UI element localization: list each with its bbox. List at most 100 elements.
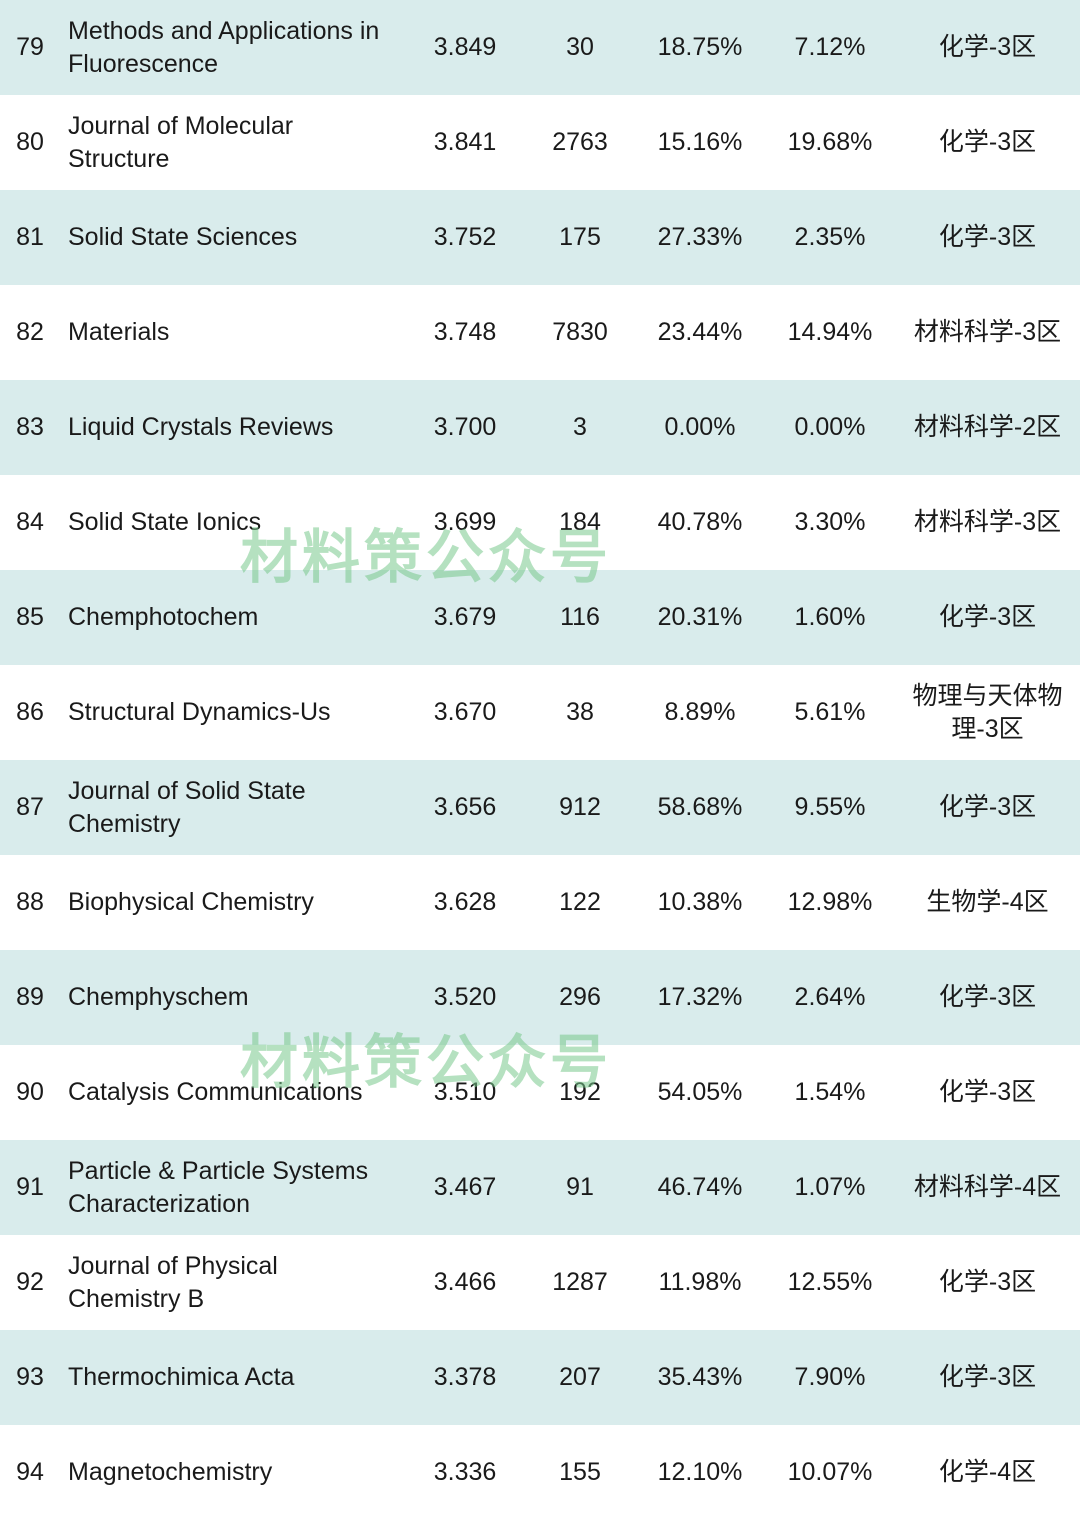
cell-rank: 84 — [0, 498, 60, 547]
cell-val1: 3.849 — [405, 23, 525, 72]
cell-val2: 1287 — [525, 1258, 635, 1307]
cell-val2: 192 — [525, 1068, 635, 1117]
cell-name: Solid State Ionics — [60, 496, 405, 549]
table-row: 90Catalysis Communications3.51019254.05%… — [0, 1045, 1080, 1140]
cell-pct1: 27.33% — [635, 213, 765, 262]
cell-pct1: 40.78% — [635, 498, 765, 547]
cell-category: 材料科学-3区 — [895, 306, 1080, 359]
cell-category: 化学-3区 — [895, 971, 1080, 1024]
cell-pct2: 10.07% — [765, 1448, 895, 1497]
table-row: 89Chemphyschem3.52029617.32%2.64%化学-3区 — [0, 950, 1080, 1045]
cell-rank: 91 — [0, 1163, 60, 1212]
table-row: 84Solid State Ionics3.69918440.78%3.30%材… — [0, 475, 1080, 570]
cell-category: 物理与天体物理-3区 — [895, 670, 1080, 755]
cell-category: 化学-3区 — [895, 1066, 1080, 1119]
cell-val1: 3.679 — [405, 593, 525, 642]
cell-val2: 296 — [525, 973, 635, 1022]
cell-rank: 93 — [0, 1353, 60, 1402]
cell-pct1: 8.89% — [635, 688, 765, 737]
cell-name: Particle & Particle Systems Characteriza… — [60, 1145, 405, 1230]
cell-pct1: 11.98% — [635, 1258, 765, 1307]
cell-pct1: 0.00% — [635, 403, 765, 452]
cell-name: Methods and Applications in Fluorescence — [60, 5, 405, 90]
cell-name: Catalysis Communications — [60, 1066, 405, 1119]
cell-val2: 155 — [525, 1448, 635, 1497]
cell-val1: 3.467 — [405, 1163, 525, 1212]
cell-name: Magnetochemistry — [60, 1446, 405, 1499]
cell-pct1: 15.16% — [635, 118, 765, 167]
cell-name: Chemphyschem — [60, 971, 405, 1024]
cell-category: 化学-3区 — [895, 1351, 1080, 1404]
cell-rank: 88 — [0, 878, 60, 927]
cell-val1: 3.748 — [405, 308, 525, 357]
table-row: 91Particle & Particle Systems Characteri… — [0, 1140, 1080, 1235]
cell-rank: 86 — [0, 688, 60, 737]
cell-pct2: 1.60% — [765, 593, 895, 642]
cell-pct1: 18.75% — [635, 23, 765, 72]
cell-rank: 94 — [0, 1448, 60, 1497]
cell-val2: 116 — [525, 593, 635, 642]
cell-pct1: 23.44% — [635, 308, 765, 357]
cell-rank: 81 — [0, 213, 60, 262]
cell-val1: 3.699 — [405, 498, 525, 547]
cell-val1: 3.628 — [405, 878, 525, 927]
cell-rank: 79 — [0, 23, 60, 72]
cell-val1: 3.700 — [405, 403, 525, 452]
cell-val2: 184 — [525, 498, 635, 547]
cell-rank: 89 — [0, 973, 60, 1022]
cell-pct2: 0.00% — [765, 403, 895, 452]
cell-pct2: 3.30% — [765, 498, 895, 547]
cell-pct2: 7.90% — [765, 1353, 895, 1402]
table-row: 93Thermochimica Acta3.37820735.43%7.90%化… — [0, 1330, 1080, 1425]
cell-val1: 3.510 — [405, 1068, 525, 1117]
cell-pct2: 7.12% — [765, 23, 895, 72]
cell-val2: 175 — [525, 213, 635, 262]
cell-rank: 87 — [0, 783, 60, 832]
cell-val2: 912 — [525, 783, 635, 832]
cell-rank: 83 — [0, 403, 60, 452]
cell-category: 化学-3区 — [895, 781, 1080, 834]
cell-val1: 3.841 — [405, 118, 525, 167]
cell-val1: 3.752 — [405, 213, 525, 262]
cell-pct2: 19.68% — [765, 118, 895, 167]
cell-val2: 207 — [525, 1353, 635, 1402]
cell-category: 材料科学-3区 — [895, 496, 1080, 549]
cell-pct2: 2.35% — [765, 213, 895, 262]
cell-name: Liquid Crystals Reviews — [60, 401, 405, 454]
cell-category: 化学-3区 — [895, 21, 1080, 74]
cell-category: 化学-3区 — [895, 116, 1080, 169]
table-row: 79Methods and Applications in Fluorescen… — [0, 0, 1080, 95]
table-row: 86Structural Dynamics-Us3.670388.89%5.61… — [0, 665, 1080, 760]
cell-val1: 3.466 — [405, 1258, 525, 1307]
cell-pct2: 9.55% — [765, 783, 895, 832]
cell-pct1: 12.10% — [635, 1448, 765, 1497]
table-row: 81Solid State Sciences3.75217527.33%2.35… — [0, 190, 1080, 285]
cell-name: Thermochimica Acta — [60, 1351, 405, 1404]
cell-pct2: 12.55% — [765, 1258, 895, 1307]
cell-name: Chemphotochem — [60, 591, 405, 644]
cell-pct1: 35.43% — [635, 1353, 765, 1402]
cell-val2: 122 — [525, 878, 635, 927]
cell-name: Biophysical Chemistry — [60, 876, 405, 929]
cell-val1: 3.520 — [405, 973, 525, 1022]
cell-name: Journal of Molecular Structure — [60, 100, 405, 185]
cell-pct1: 58.68% — [635, 783, 765, 832]
cell-rank: 92 — [0, 1258, 60, 1307]
cell-val2: 3 — [525, 403, 635, 452]
cell-category: 化学-3区 — [895, 591, 1080, 644]
cell-category: 生物学-4区 — [895, 876, 1080, 929]
cell-pct2: 12.98% — [765, 878, 895, 927]
table-row: 87Journal of Solid State Chemistry3.6569… — [0, 760, 1080, 855]
journal-table: 79Methods and Applications in Fluorescen… — [0, 0, 1080, 1520]
cell-rank: 82 — [0, 308, 60, 357]
table-row: 83Liquid Crystals Reviews3.70030.00%0.00… — [0, 380, 1080, 475]
cell-val2: 38 — [525, 688, 635, 737]
table-row: 94Magnetochemistry3.33615512.10%10.07%化学… — [0, 1425, 1080, 1520]
cell-rank: 85 — [0, 593, 60, 642]
table-row: 82Materials3.748783023.44%14.94%材料科学-3区 — [0, 285, 1080, 380]
cell-category: 化学-3区 — [895, 211, 1080, 264]
cell-val2: 2763 — [525, 118, 635, 167]
cell-pct2: 1.07% — [765, 1163, 895, 1212]
table-row: 85Chemphotochem3.67911620.31%1.60%化学-3区 — [0, 570, 1080, 665]
cell-rank: 80 — [0, 118, 60, 167]
